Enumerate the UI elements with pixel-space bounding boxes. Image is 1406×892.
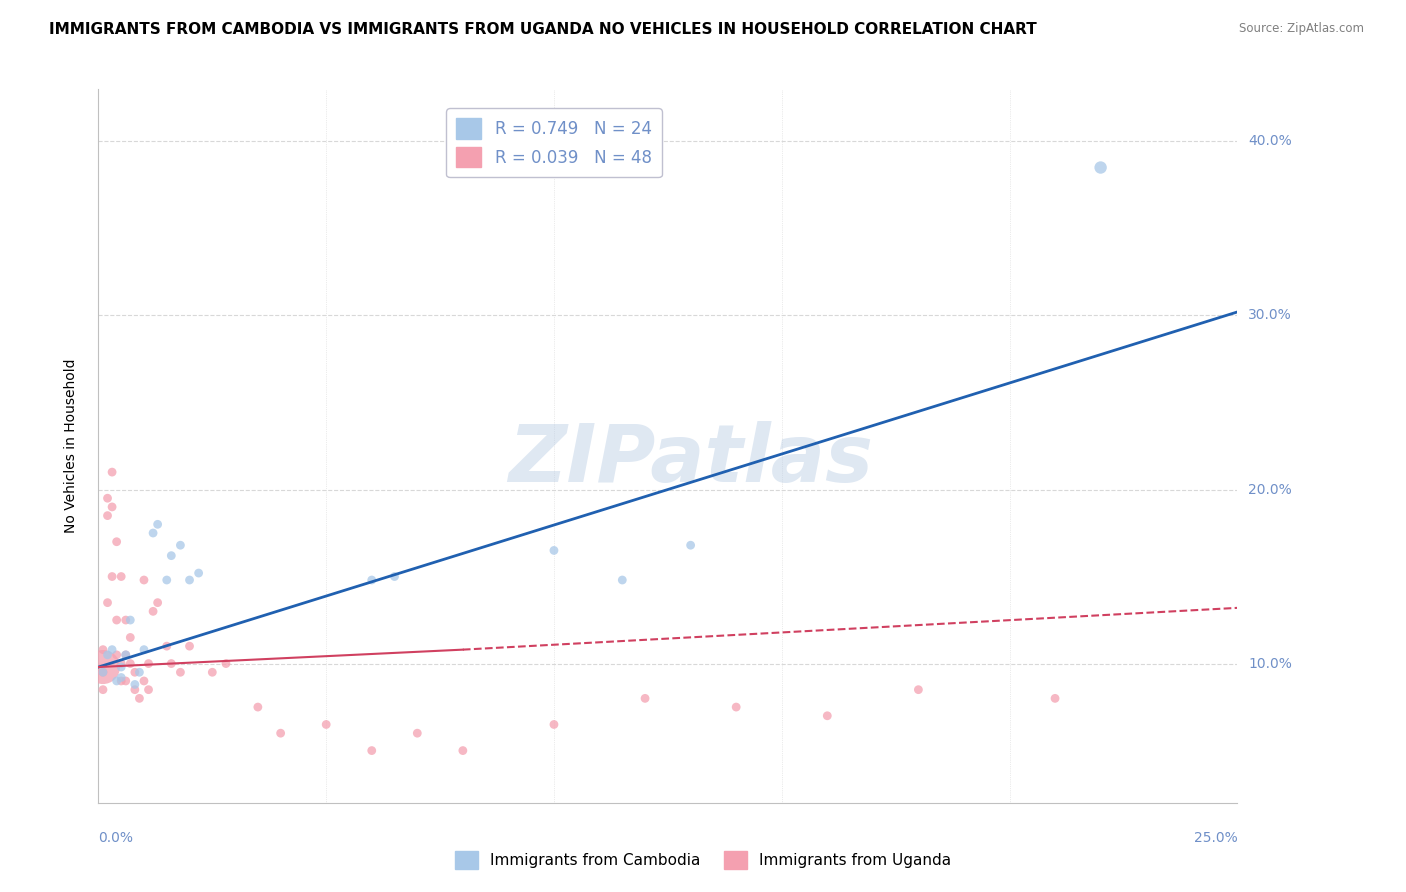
Point bbox=[169, 665, 191, 680]
Point bbox=[96, 508, 118, 523]
Point bbox=[634, 691, 657, 706]
Point bbox=[146, 517, 169, 532]
Point bbox=[138, 682, 160, 697]
Point bbox=[105, 673, 128, 688]
Text: IMMIGRANTS FROM CAMBODIA VS IMMIGRANTS FROM UGANDA NO VEHICLES IN HOUSEHOLD CORR: IMMIGRANTS FROM CAMBODIA VS IMMIGRANTS F… bbox=[49, 22, 1038, 37]
Point bbox=[101, 642, 124, 657]
Point bbox=[124, 665, 146, 680]
Point bbox=[156, 639, 179, 653]
Point bbox=[128, 665, 150, 680]
Point bbox=[360, 573, 382, 587]
Point bbox=[201, 665, 224, 680]
Point bbox=[1043, 691, 1066, 706]
Point bbox=[96, 648, 118, 662]
Point bbox=[360, 743, 382, 757]
Point bbox=[91, 642, 114, 657]
Point bbox=[142, 526, 165, 541]
Point bbox=[96, 596, 118, 610]
Text: 40.0%: 40.0% bbox=[1249, 135, 1292, 148]
Legend: Immigrants from Cambodia, Immigrants from Uganda: Immigrants from Cambodia, Immigrants fro… bbox=[449, 845, 957, 875]
Text: 10.0%: 10.0% bbox=[1249, 657, 1292, 671]
Point bbox=[142, 604, 165, 618]
Point bbox=[270, 726, 292, 740]
Point bbox=[105, 648, 128, 662]
Point bbox=[132, 673, 155, 688]
Point bbox=[91, 665, 114, 680]
Point bbox=[146, 596, 169, 610]
Point bbox=[815, 708, 838, 723]
Point bbox=[160, 549, 183, 563]
Point bbox=[179, 573, 201, 587]
Point bbox=[612, 573, 634, 587]
Point bbox=[169, 538, 191, 552]
Point bbox=[105, 613, 128, 627]
Text: 25.0%: 25.0% bbox=[1194, 830, 1237, 845]
Point bbox=[543, 717, 565, 731]
Point bbox=[91, 682, 114, 697]
Point bbox=[156, 573, 179, 587]
Text: 30.0%: 30.0% bbox=[1249, 309, 1292, 323]
Point bbox=[384, 569, 406, 583]
Point bbox=[138, 657, 160, 671]
Point bbox=[406, 726, 429, 740]
Point bbox=[124, 677, 146, 691]
Point bbox=[110, 660, 132, 674]
Point bbox=[128, 691, 150, 706]
Point bbox=[187, 566, 209, 580]
Point bbox=[160, 657, 183, 671]
Point bbox=[114, 613, 136, 627]
Point bbox=[179, 639, 201, 653]
Point bbox=[101, 569, 124, 583]
Point bbox=[215, 657, 238, 671]
Point bbox=[101, 465, 124, 479]
Point bbox=[315, 717, 337, 731]
Point bbox=[120, 631, 142, 645]
Point bbox=[451, 743, 474, 757]
Point bbox=[110, 671, 132, 685]
Point bbox=[132, 642, 155, 657]
Point bbox=[105, 534, 128, 549]
Text: 0.0%: 0.0% bbox=[98, 830, 134, 845]
Point bbox=[120, 657, 142, 671]
Point bbox=[114, 673, 136, 688]
Text: ZIPatlas: ZIPatlas bbox=[508, 421, 873, 500]
Point bbox=[110, 657, 132, 671]
Point bbox=[124, 682, 146, 697]
Point bbox=[101, 500, 124, 514]
Point bbox=[543, 543, 565, 558]
Point bbox=[679, 538, 702, 552]
Point bbox=[725, 700, 748, 714]
Point bbox=[110, 673, 132, 688]
Point bbox=[110, 569, 132, 583]
Point bbox=[114, 648, 136, 662]
Point bbox=[120, 613, 142, 627]
Y-axis label: No Vehicles in Household: No Vehicles in Household bbox=[63, 359, 77, 533]
Point bbox=[96, 491, 118, 506]
Point bbox=[1090, 161, 1112, 175]
Text: 20.0%: 20.0% bbox=[1249, 483, 1292, 497]
Point bbox=[907, 682, 929, 697]
Legend: R = 0.749   N = 24, R = 0.039   N = 48: R = 0.749 N = 24, R = 0.039 N = 48 bbox=[446, 108, 662, 178]
Point bbox=[246, 700, 269, 714]
Point bbox=[91, 665, 114, 680]
Point bbox=[114, 648, 136, 662]
Point bbox=[91, 660, 114, 674]
Point bbox=[132, 573, 155, 587]
Text: Source: ZipAtlas.com: Source: ZipAtlas.com bbox=[1239, 22, 1364, 36]
